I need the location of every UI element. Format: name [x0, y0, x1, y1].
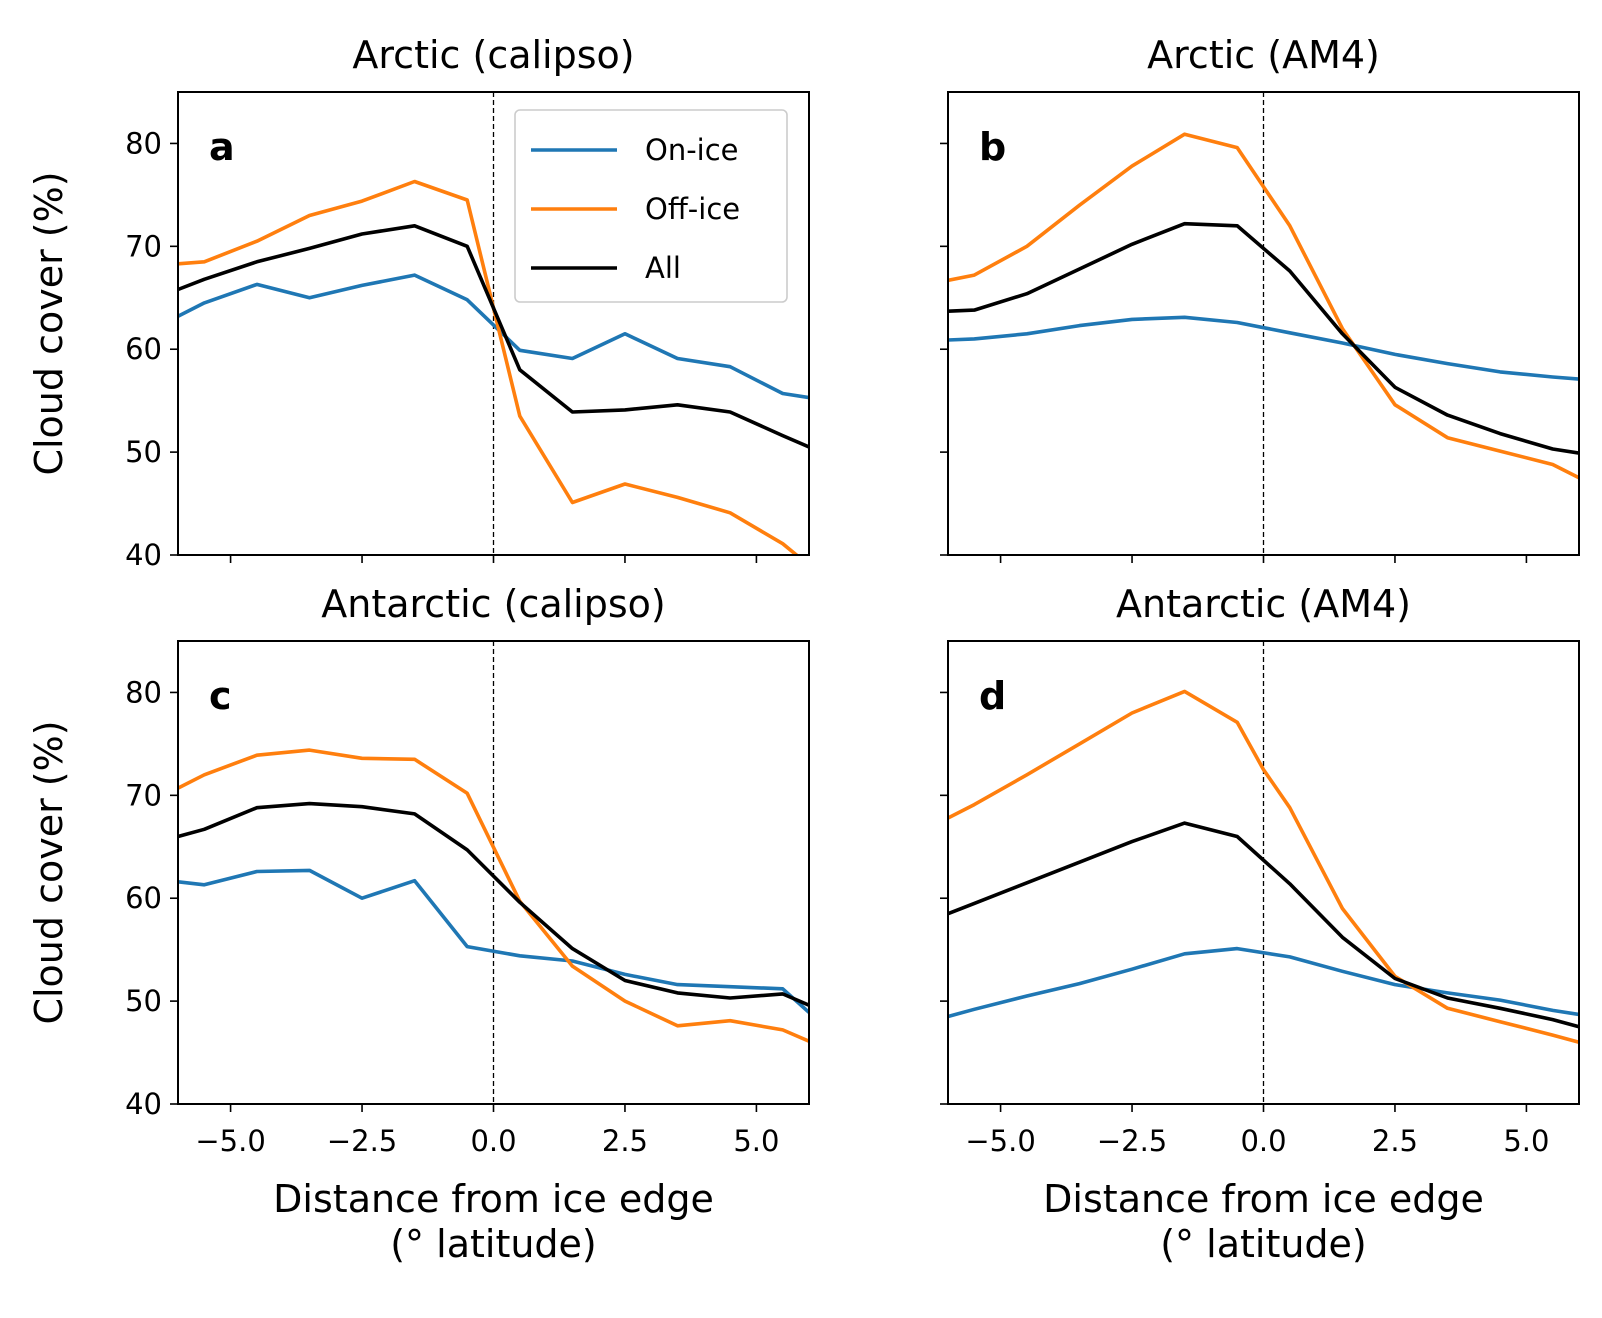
series-line-on-ice	[178, 868, 809, 1014]
panel-letter: a	[209, 125, 235, 169]
panel-title: Antarctic (calipso)	[321, 582, 666, 626]
y-tick-label: 70	[125, 229, 162, 263]
x-axis-label-line2: (° latitude)	[1160, 1222, 1367, 1266]
series-line-all	[948, 821, 1579, 1029]
panel-title: Arctic (AM4)	[1147, 33, 1380, 77]
panel-title: Arctic (calipso)	[352, 33, 634, 77]
y-axis-label: Cloud cover (%)	[27, 720, 71, 1024]
legend-entry: Off-ice	[645, 192, 740, 226]
y-tick-label: 60	[125, 881, 162, 915]
y-tick-label: 60	[125, 332, 162, 366]
series-line-off-ice	[178, 748, 809, 1043]
x-tick-label: −2.5	[1097, 1124, 1167, 1158]
y-tick-label: 70	[125, 778, 162, 812]
panel-b: Arctic (AM4) b	[940, 33, 1580, 563]
y-tick-label: 40	[125, 1087, 162, 1121]
x-tick-label: −5.0	[195, 1124, 265, 1158]
series-line-off-ice	[948, 689, 1579, 1045]
x-tick-label: −5.0	[965, 1124, 1035, 1158]
y-axis-label: Cloud cover (%)	[27, 171, 71, 475]
panel-d: −5.0 −2.5 0.0 2.5 5.0 Antarctic (AM4) d Distanc…	[940, 582, 1580, 1266]
x-axis-label: Distance from ice edge	[1043, 1177, 1484, 1221]
x-tick-label: 0.0	[1240, 1124, 1286, 1158]
series-line-on-ice	[948, 315, 1579, 381]
y-tick-label: 50	[125, 435, 162, 469]
x-tick-label: 2.5	[602, 1124, 648, 1158]
series-line-off-ice	[948, 132, 1579, 480]
y-tick-label: 80	[125, 126, 162, 160]
x-tick-label: 2.5	[1372, 1124, 1418, 1158]
panel-letter: b	[979, 125, 1006, 169]
x-axis-label-line2: (° latitude)	[390, 1222, 597, 1266]
x-axis-label: Distance from ice edge	[273, 1177, 714, 1221]
panel-title: Antarctic (AM4)	[1116, 582, 1411, 626]
x-tick-label: 5.0	[1503, 1124, 1549, 1158]
legend: On-ice Off-ice All	[514, 109, 788, 303]
series-line-all	[178, 224, 809, 449]
y-tick-label: 40	[125, 538, 162, 572]
series-line-on-ice	[948, 946, 1579, 1019]
legend-box	[514, 109, 788, 303]
x-tick-label: −2.5	[327, 1124, 397, 1158]
legend-entry: On-ice	[645, 133, 739, 167]
x-tick-label: 5.0	[733, 1124, 779, 1158]
y-tick-label: 80	[125, 675, 162, 709]
y-tick-label: 50	[125, 984, 162, 1018]
x-tick-label: 0.0	[470, 1124, 516, 1158]
panel-a: 40 50 60 70 80 Arctic (calipso) a Cloud cover (…	[27, 33, 810, 572]
series-line-on-ice	[178, 273, 809, 400]
panel-letter: c	[209, 674, 232, 718]
series-line-all	[178, 801, 809, 1007]
panel-letter: d	[979, 674, 1006, 718]
panel-c: 40 50 60 70 80 −5.0 −2.5 0.0 2.5 5.0 Antarctic (ca…	[27, 582, 810, 1266]
series-line-all	[948, 221, 1579, 455]
legend-entry: All	[645, 251, 681, 285]
